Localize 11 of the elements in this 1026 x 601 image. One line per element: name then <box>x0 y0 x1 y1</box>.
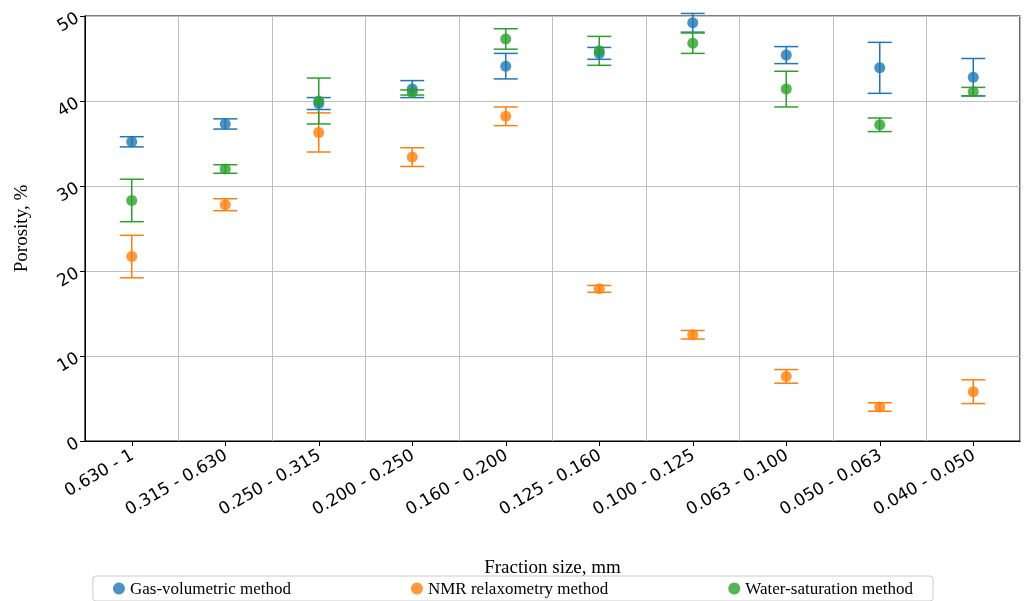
y-axis-title: Porosity, % <box>10 184 31 273</box>
y-tick-label: 0 <box>62 432 82 456</box>
y-tick-label: 50 <box>53 7 82 36</box>
y-tick-label: 10 <box>53 347 82 376</box>
legend-label: Water-saturation method <box>745 579 914 598</box>
y-tick-label: 20 <box>53 262 82 291</box>
y-tick-label: 30 <box>53 177 82 206</box>
x-axis-title: Fraction size, mm <box>484 556 622 577</box>
y-tick-label: 40 <box>53 92 82 121</box>
legend-label: NMR relaxometry method <box>427 579 609 598</box>
legend-label: Gas-volumetric method <box>129 579 292 598</box>
